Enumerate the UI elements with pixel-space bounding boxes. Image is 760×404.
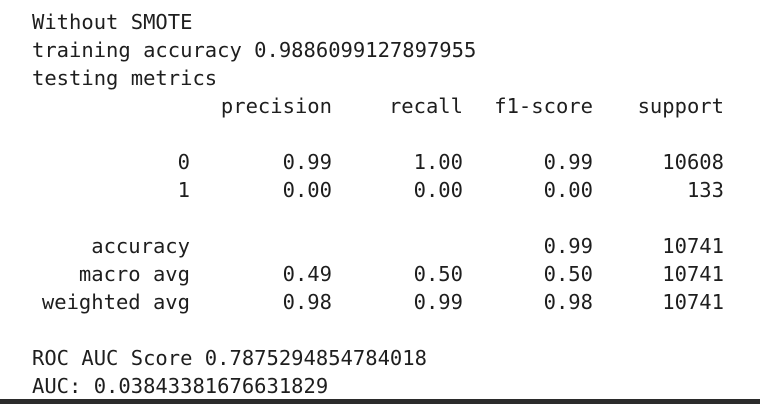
report-header-row: precision recall f1-score support <box>32 92 752 120</box>
row-label: 0 <box>177 150 190 174</box>
report-header-recall: recall <box>388 94 463 118</box>
row-recall: 1.00 <box>413 150 463 174</box>
row-recall: 0.99 <box>413 290 463 314</box>
row-label: accuracy <box>91 234 190 258</box>
row-support: 10741 <box>662 262 724 286</box>
row-label: weighted avg <box>41 290 190 314</box>
row-precision: 0.99 <box>282 150 332 174</box>
row-f1: 0.98 <box>543 290 593 314</box>
row-support: 133 <box>686 178 724 202</box>
row-recall: 0.00 <box>413 178 463 202</box>
row-precision <box>190 232 332 260</box>
row-precision: 0.49 <box>282 262 332 286</box>
report-row-macro-avg: macro avg 0.49 0.50 0.50 10741 <box>32 260 752 288</box>
output-line-auc: AUC: 0.03843381676631829 <box>32 374 329 398</box>
bottom-scrollbar[interactable] <box>0 399 760 404</box>
report-row-weighted-avg: weighted avg 0.98 0.99 0.98 10741 <box>32 288 752 316</box>
row-precision: 0.00 <box>282 178 332 202</box>
output-line-testing-metrics: testing metrics <box>32 66 218 90</box>
report-header-precision: precision <box>220 94 332 118</box>
output-line-training-accuracy: training accuracy 0.9886099127897955 <box>32 38 477 62</box>
blank-line <box>32 120 752 148</box>
output-line-roc-auc: ROC AUC Score 0.7875294854784018 <box>32 346 427 370</box>
row-f1: 0.50 <box>543 262 593 286</box>
row-f1: 0.99 <box>543 234 593 258</box>
report-row-class-1: 1 0.00 0.00 0.00 133 <box>32 176 752 204</box>
row-support: 10608 <box>662 150 724 174</box>
row-support: 10741 <box>662 290 724 314</box>
row-label: macro avg <box>78 262 190 286</box>
row-label: 1 <box>177 178 190 202</box>
report-header-f1: f1-score <box>494 94 593 118</box>
report-header-label <box>32 92 190 120</box>
row-f1: 0.00 <box>543 178 593 202</box>
report-row-accuracy: accuracy 0.99 10741 <box>32 232 752 260</box>
blank-line <box>32 316 752 344</box>
cell-output: Without SMOTE training accuracy 0.988609… <box>32 8 752 400</box>
row-f1: 0.99 <box>543 150 593 174</box>
output-line-title: Without SMOTE <box>32 10 193 34</box>
row-precision: 0.98 <box>282 290 332 314</box>
report-header-support: support <box>637 94 724 118</box>
row-recall <box>332 232 463 260</box>
report-row-class-0: 0 0.99 1.00 0.99 10608 <box>32 148 752 176</box>
row-recall: 0.50 <box>413 262 463 286</box>
row-support: 10741 <box>662 234 724 258</box>
blank-line <box>32 204 752 232</box>
